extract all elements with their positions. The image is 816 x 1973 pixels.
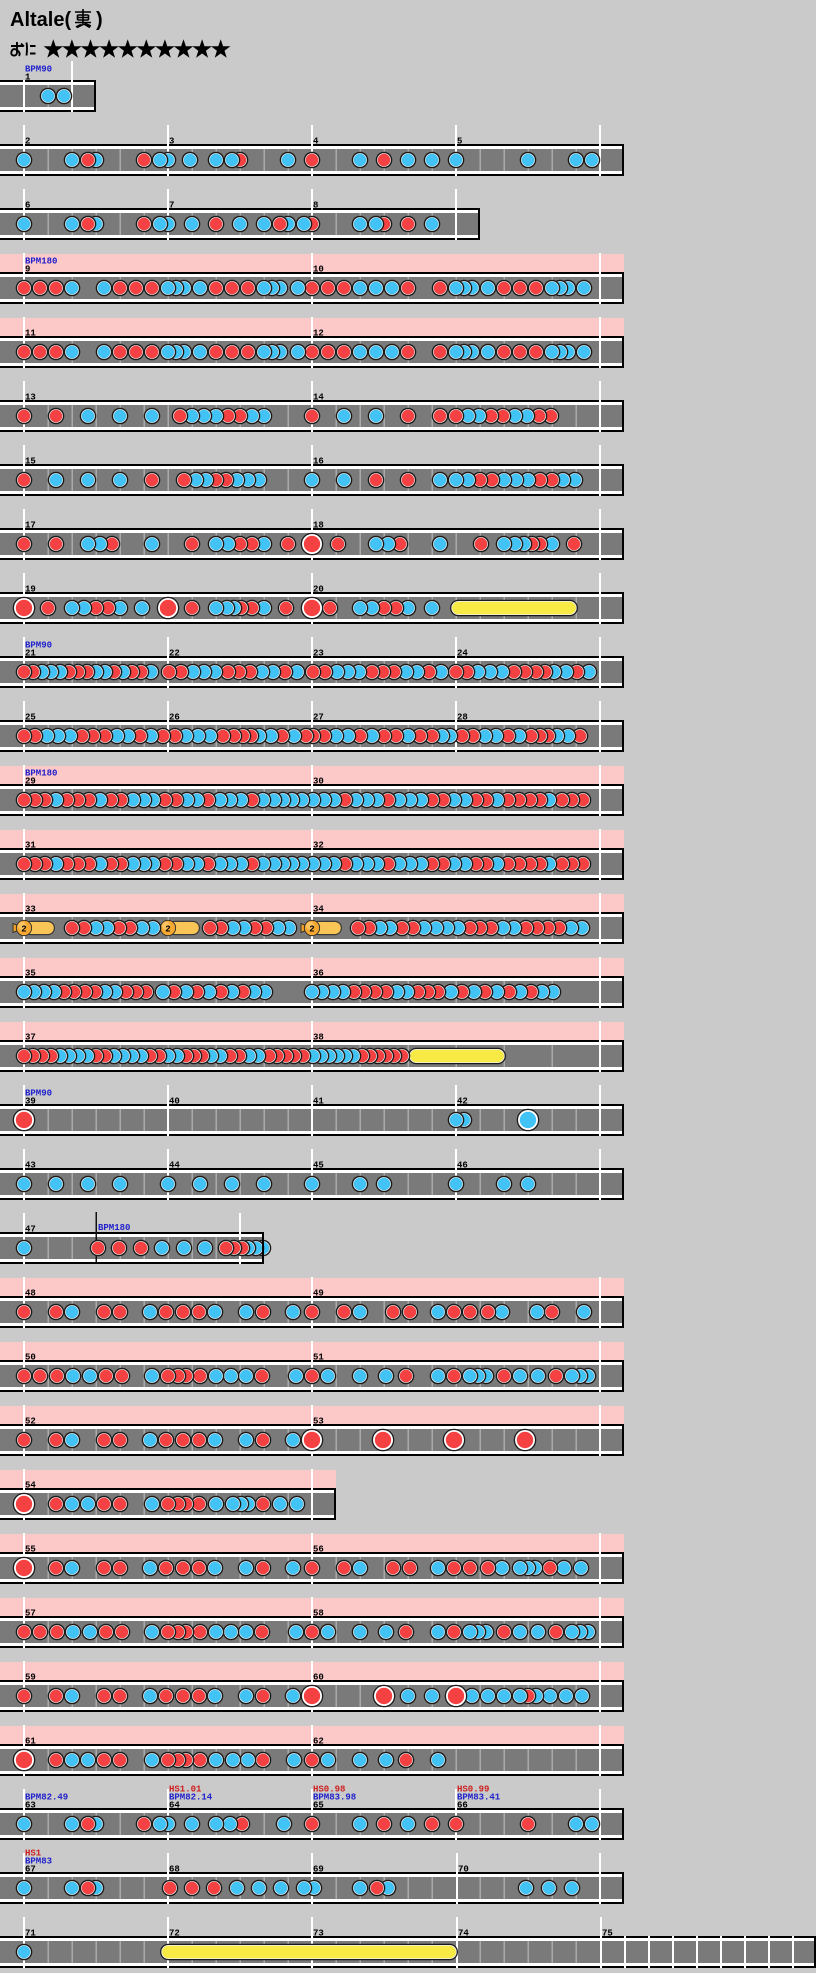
svg-text:67: 67 [25, 1865, 36, 1875]
svg-text:4: 4 [313, 137, 319, 147]
svg-text:42: 42 [457, 1097, 468, 1107]
svg-text:32: 32 [313, 841, 324, 851]
svg-text:61: 61 [25, 1737, 36, 1747]
svg-text:71: 71 [25, 1929, 36, 1939]
svg-text:13: 13 [25, 393, 36, 403]
svg-text:HS0.98: HS0.98 [313, 1785, 345, 1795]
svg-text:60: 60 [313, 1673, 324, 1683]
svg-text:63: 63 [25, 1801, 36, 1811]
svg-text:16: 16 [313, 457, 324, 467]
svg-text:BPM90: BPM90 [25, 1089, 52, 1099]
svg-text:1: 1 [25, 73, 31, 83]
svg-text:58: 58 [313, 1609, 324, 1619]
svg-text:30: 30 [313, 777, 324, 787]
svg-text:BPM82.14: BPM82.14 [169, 1793, 213, 1803]
svg-text:47: 47 [25, 1225, 36, 1235]
svg-text:55: 55 [25, 1545, 36, 1555]
svg-text:39: 39 [25, 1097, 36, 1107]
svg-text:31: 31 [25, 841, 36, 851]
svg-text:BPM180: BPM180 [98, 1223, 130, 1233]
svg-text:34: 34 [313, 905, 324, 915]
svg-text:6: 6 [25, 201, 30, 211]
svg-text:28: 28 [457, 713, 468, 723]
svg-text:43: 43 [25, 1161, 36, 1171]
svg-text:HS1: HS1 [25, 1849, 42, 1859]
svg-text:Altale(: Altale( [10, 9, 71, 31]
svg-text:2: 2 [21, 925, 26, 935]
svg-text:64: 64 [169, 1801, 180, 1811]
svg-text:BPM83.41: BPM83.41 [457, 1793, 501, 1803]
svg-text:73: 73 [313, 1929, 324, 1939]
svg-text:BPM82.49: BPM82.49 [25, 1793, 68, 1803]
svg-text:14: 14 [313, 393, 324, 403]
svg-text:44: 44 [169, 1161, 180, 1171]
svg-text:17: 17 [25, 521, 36, 531]
svg-text:65: 65 [313, 1801, 324, 1811]
svg-text:21: 21 [25, 649, 36, 659]
svg-text:BPM90: BPM90 [25, 65, 52, 75]
svg-text:24: 24 [457, 649, 468, 659]
svg-text:48: 48 [25, 1289, 36, 1299]
svg-text:26: 26 [169, 713, 180, 723]
svg-text:75: 75 [602, 1929, 613, 1939]
svg-text:25: 25 [25, 713, 36, 723]
svg-text:): ) [96, 9, 103, 31]
svg-text:22: 22 [169, 649, 180, 659]
svg-text:2: 2 [165, 925, 170, 935]
svg-text:7: 7 [169, 201, 174, 211]
svg-text:BPM83.98: BPM83.98 [313, 1793, 356, 1803]
svg-text:74: 74 [458, 1929, 469, 1939]
svg-text:18: 18 [313, 521, 324, 531]
svg-text:20: 20 [313, 585, 324, 595]
svg-text:53: 53 [313, 1417, 324, 1427]
svg-text:40: 40 [169, 1097, 180, 1107]
svg-text:19: 19 [25, 585, 36, 595]
svg-text:36: 36 [313, 969, 324, 979]
svg-text:68: 68 [169, 1865, 180, 1875]
svg-text:50: 50 [25, 1353, 36, 1363]
svg-text:HS1.01: HS1.01 [169, 1785, 202, 1795]
svg-text:49: 49 [313, 1289, 324, 1299]
svg-text:27: 27 [313, 713, 324, 723]
svg-text:51: 51 [313, 1353, 324, 1363]
svg-text:45: 45 [313, 1161, 324, 1171]
svg-text:37: 37 [25, 1033, 36, 1043]
svg-text:BPM90: BPM90 [25, 641, 52, 651]
svg-text:57: 57 [25, 1609, 36, 1619]
svg-text:2: 2 [309, 925, 314, 935]
svg-text:5: 5 [457, 137, 462, 147]
svg-text:35: 35 [25, 969, 36, 979]
svg-text:62: 62 [313, 1737, 324, 1747]
svg-text:33: 33 [25, 905, 36, 915]
svg-text:59: 59 [25, 1673, 36, 1683]
svg-text:2: 2 [25, 137, 30, 147]
svg-text:23: 23 [313, 649, 324, 659]
svg-text:BPM180: BPM180 [25, 257, 57, 267]
svg-text:9: 9 [25, 265, 30, 275]
svg-text:BPM83: BPM83 [25, 1857, 52, 1867]
svg-text:29: 29 [25, 777, 36, 787]
svg-text:8: 8 [313, 201, 318, 211]
svg-text:69: 69 [313, 1865, 324, 1875]
svg-text:70: 70 [458, 1865, 469, 1875]
svg-text:BPM180: BPM180 [25, 769, 57, 779]
svg-text:38: 38 [313, 1033, 324, 1043]
svg-text:41: 41 [313, 1097, 324, 1107]
svg-text:12: 12 [313, 329, 324, 339]
svg-text:56: 56 [313, 1545, 324, 1555]
svg-text:66: 66 [457, 1801, 468, 1811]
svg-text:72: 72 [169, 1929, 180, 1939]
svg-text:46: 46 [457, 1161, 468, 1171]
svg-text:54: 54 [25, 1481, 36, 1491]
svg-text:10: 10 [313, 265, 324, 275]
svg-text:HS0.99: HS0.99 [457, 1785, 489, 1795]
svg-text:3: 3 [169, 137, 174, 147]
svg-text:11: 11 [25, 329, 36, 339]
svg-text:15: 15 [25, 457, 36, 467]
svg-text:52: 52 [25, 1417, 36, 1427]
